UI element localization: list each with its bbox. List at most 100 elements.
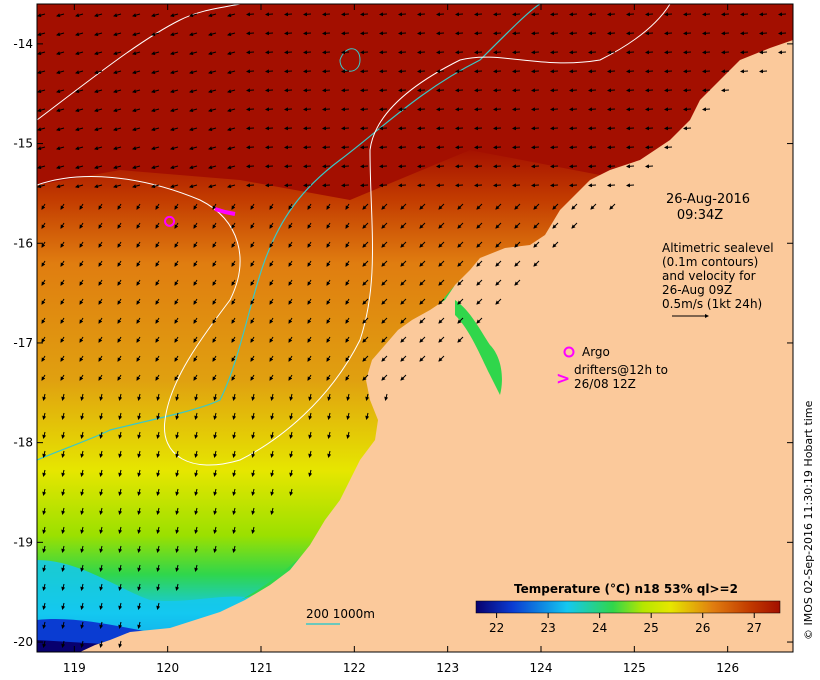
- velocity-vector: [590, 203, 597, 210]
- drifter-track[interactable]: [214, 207, 236, 216]
- velocity-vector: [94, 32, 103, 37]
- velocity-vector: [398, 12, 407, 17]
- velocity-vector: [284, 88, 293, 93]
- velocity-vector: [550, 145, 559, 150]
- velocity-vector: [400, 336, 407, 343]
- velocity-vector: [308, 469, 313, 477]
- velocity-vector: [175, 507, 180, 515]
- velocity-vector: [132, 108, 141, 113]
- velocity-vector: [232, 431, 237, 439]
- velocity-vector: [174, 336, 179, 343]
- velocity-vector: [118, 450, 123, 458]
- velocity-vector: [132, 70, 141, 75]
- velocity-vector: [626, 50, 635, 55]
- colorbar-tick-label: 26: [695, 621, 710, 635]
- velocity-vector: [289, 412, 294, 420]
- velocity-vector: [362, 241, 369, 248]
- velocity-vector: [740, 31, 749, 36]
- velocity-vector: [137, 545, 142, 553]
- velocity-vector: [531, 12, 540, 17]
- velocity-vector: [327, 431, 332, 439]
- plot-frame: [36, 3, 794, 653]
- velocity-vector: [156, 431, 161, 439]
- velocity-vector: [42, 431, 47, 439]
- velocity-vector: [132, 127, 141, 132]
- velocity-vector: [550, 12, 559, 17]
- velocity-vector: [476, 203, 483, 210]
- velocity-vector: [56, 70, 65, 75]
- velocity-vector: [360, 88, 369, 93]
- argo-float-marker[interactable]: [164, 215, 176, 227]
- velocity-vector: [493, 50, 502, 55]
- velocity-vector: [208, 127, 217, 132]
- velocity-vector: [189, 89, 198, 94]
- velocity-vector: [99, 507, 104, 515]
- velocity-vector: [79, 336, 84, 343]
- velocity-vector: [474, 183, 483, 188]
- velocity-vector: [531, 126, 540, 131]
- velocity-vector: [512, 107, 521, 112]
- velocity-vector: [170, 70, 179, 75]
- altimetry-line-2: (0.1m contours): [662, 255, 758, 269]
- velocity-vector: [94, 70, 103, 75]
- velocity-vector: [346, 393, 351, 401]
- velocity-vector: [457, 298, 464, 305]
- velocity-vector: [269, 279, 274, 286]
- velocity-vector: [303, 145, 312, 150]
- velocity-vector: [645, 31, 654, 36]
- velocity-vector: [341, 88, 350, 93]
- velocity-vector: [194, 564, 199, 572]
- velocity-vector: [155, 317, 160, 324]
- velocity-vector: [174, 374, 179, 381]
- velocity-vector: [41, 241, 46, 248]
- velocity-vector: [265, 31, 274, 36]
- velocity-vector: [398, 107, 407, 112]
- velocity-vector: [341, 31, 350, 36]
- velocity-vector: [419, 336, 426, 343]
- velocity-vector: [303, 69, 312, 74]
- velocity-vector: [56, 184, 65, 189]
- velocity-vector: [400, 260, 407, 267]
- velocity-vector: [208, 89, 217, 94]
- velocity-vector: [156, 583, 161, 591]
- velocity-vector: [588, 164, 597, 169]
- velocity-vector: [113, 32, 122, 37]
- velocity-vector: [61, 412, 66, 420]
- velocity-vector: [61, 583, 66, 591]
- velocity-vector: [362, 336, 369, 343]
- velocity-vector: [438, 317, 445, 324]
- velocity-vector: [607, 88, 616, 93]
- velocity-vector: [137, 450, 142, 458]
- velocity-vector: [37, 51, 46, 56]
- velocity-vector: [626, 31, 635, 36]
- velocity-vector: [495, 222, 502, 229]
- velocity-vector: [607, 164, 616, 169]
- velocity-vector: [683, 107, 692, 112]
- velocity-vector: [664, 31, 673, 36]
- velocity-vector: [664, 50, 673, 55]
- velocity-vector: [384, 393, 389, 401]
- altimetry-line-5: 0.5m/s (1kt 24h): [662, 297, 762, 311]
- velocity-vector: [99, 583, 104, 591]
- velocity-vector: [118, 602, 123, 610]
- velocity-vector: [41, 260, 46, 267]
- velocity-vector: [288, 203, 293, 210]
- velocity-vector: [495, 203, 502, 210]
- velocity-vector: [231, 203, 236, 210]
- velocity-vector: [327, 393, 332, 401]
- velocity-vector: [61, 564, 66, 572]
- velocity-vector: [94, 165, 103, 170]
- velocity-vector: [193, 298, 198, 305]
- velocity-vector: [436, 50, 445, 55]
- velocity-vector: [493, 31, 502, 36]
- velocity-vector: [98, 317, 103, 324]
- velocity-vector: [251, 488, 256, 496]
- velocity-vector: [721, 31, 730, 36]
- velocity-vector: [265, 107, 274, 112]
- velocity-vector: [94, 146, 103, 151]
- velocity-vector: [194, 450, 199, 458]
- velocity-vector: [118, 621, 123, 629]
- velocity-vector: [417, 164, 426, 169]
- velocity-vector: [136, 298, 141, 305]
- velocity-vector: [455, 183, 464, 188]
